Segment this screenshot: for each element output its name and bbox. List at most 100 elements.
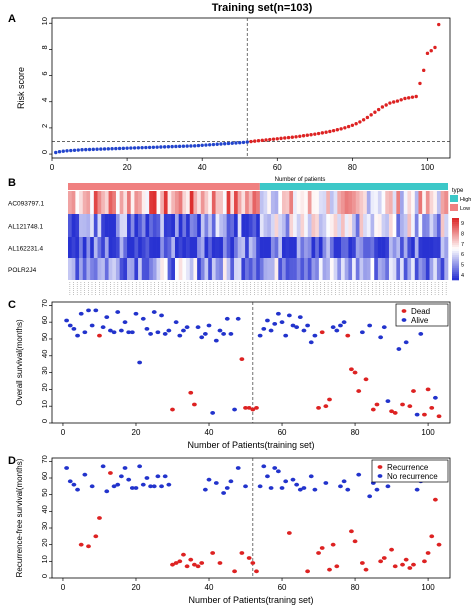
- risk-point: [331, 128, 336, 133]
- heatmap-cell: [400, 258, 405, 280]
- patient-point: [86, 308, 91, 313]
- patient-point: [370, 407, 376, 412]
- heatmap-cell: [252, 214, 257, 237]
- heatmap-cell: [167, 237, 172, 258]
- patient-point: [184, 564, 190, 569]
- risk-point: [279, 136, 283, 141]
- heatmap-cell: [422, 237, 427, 258]
- risk-point: [361, 118, 366, 122]
- heatmap-cell: [141, 258, 146, 280]
- patient-point: [78, 311, 84, 316]
- patient-point: [111, 484, 117, 489]
- patient-point: [118, 474, 124, 479]
- heatmap-cell: [71, 237, 76, 258]
- risk-point: [166, 145, 171, 149]
- heatmap-cell: [101, 191, 106, 214]
- patient-point: [414, 412, 420, 417]
- heatmap-cell: [300, 191, 305, 214]
- patient-point: [97, 516, 102, 520]
- heatmap-cell: [366, 214, 371, 237]
- heatmap-cell: [385, 214, 390, 237]
- heatmap-cell: [75, 258, 80, 280]
- legend-swatch: [450, 195, 458, 202]
- heatmap-cell: [370, 237, 375, 258]
- heatmap-cell: [440, 237, 445, 258]
- patient-point: [206, 323, 212, 328]
- heatmap-cell: [366, 237, 371, 258]
- heatmap-cell: [86, 214, 91, 237]
- risk-point: [61, 149, 65, 153]
- heatmap-cell: [411, 237, 416, 258]
- risk-point: [151, 145, 156, 149]
- heatmap-cell: [377, 237, 382, 258]
- patient-point: [356, 472, 362, 477]
- patient-point: [432, 395, 438, 400]
- heatmap-cell: [304, 258, 309, 280]
- heatmap-cell: [204, 258, 209, 280]
- y-tick-label: 60: [40, 316, 49, 324]
- patient-point: [173, 320, 179, 325]
- patient-point: [140, 316, 146, 321]
- heatmap-cell: [322, 191, 327, 214]
- heatmap-cell: [315, 258, 320, 280]
- risk-point: [324, 130, 328, 134]
- heatmap-cell: [174, 258, 179, 280]
- patient-point: [71, 482, 77, 487]
- panel-a-letter: A: [8, 13, 16, 25]
- risk-point: [207, 143, 212, 147]
- patient-point: [228, 479, 234, 484]
- heatmap-cell: [392, 191, 397, 214]
- heatmap-cell: [104, 258, 109, 280]
- patient-point: [349, 367, 354, 372]
- patient-point: [330, 325, 336, 330]
- heatmap-cell: [174, 237, 179, 258]
- patient-point: [301, 328, 307, 333]
- heatmap-cell: [359, 214, 364, 237]
- x-tick-label: 80: [348, 163, 357, 172]
- patient-point: [213, 338, 219, 343]
- heatmap-cell: [127, 258, 132, 280]
- patient-point: [100, 464, 106, 469]
- heatmap-cell: [211, 258, 216, 280]
- y-axis-label: Risk score: [16, 67, 26, 109]
- risk-point: [69, 148, 73, 153]
- heatmap-cell: [75, 237, 80, 258]
- heatmap-cell: [241, 191, 246, 214]
- y-tick-label: 20: [40, 383, 49, 391]
- heatmap-cell: [186, 237, 191, 258]
- heatmap-cell: [115, 258, 120, 280]
- patient-point: [246, 405, 252, 410]
- y-tick-label: 0: [40, 574, 49, 578]
- patient-point: [71, 326, 77, 331]
- heatmap-cell: [178, 214, 183, 237]
- heatmap-cell: [123, 237, 128, 258]
- heatmap-cell: [436, 214, 441, 237]
- heatmap-cell: [318, 191, 323, 214]
- heatmap-cell: [370, 191, 375, 214]
- legend-marker: [377, 474, 383, 478]
- heatmap-cell: [138, 214, 143, 237]
- risk-point: [136, 146, 141, 150]
- color-scale-label: 6: [461, 252, 464, 258]
- heatmap-cell: [141, 191, 146, 214]
- heatmap-cell: [385, 191, 390, 214]
- group-bar-low: [68, 183, 260, 190]
- risk-point: [339, 127, 343, 131]
- heatmap-cell: [245, 191, 250, 214]
- heatmap-cell: [82, 258, 87, 280]
- heatmap-cell: [256, 237, 261, 258]
- patient-point: [319, 546, 325, 550]
- heatmap-cell: [90, 191, 95, 214]
- heatmap-cell: [208, 191, 213, 214]
- heatmap-cell: [318, 258, 323, 280]
- risk-point: [185, 144, 189, 148]
- x-tick-label: 60: [278, 583, 287, 592]
- heatmap-cell: [433, 214, 438, 237]
- heatmap-cell: [396, 258, 401, 280]
- heatmap-cell: [208, 214, 213, 237]
- risk-point: [215, 142, 219, 146]
- heatmap-cell: [215, 237, 220, 258]
- heatmap-cell: [263, 237, 268, 258]
- patient-point: [232, 407, 237, 412]
